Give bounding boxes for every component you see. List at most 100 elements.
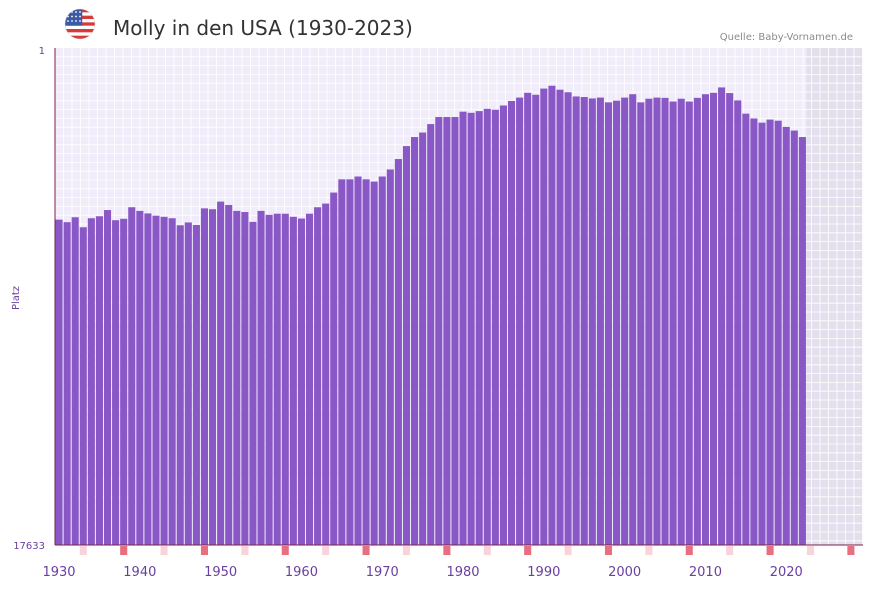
bar-1942	[152, 215, 160, 545]
half-decade-marker-2003	[645, 546, 653, 555]
bar-1969	[370, 181, 378, 546]
bar-1986	[507, 100, 516, 545]
bar-1979	[451, 117, 459, 545]
bar-2016	[750, 118, 758, 545]
bar-1981	[467, 112, 475, 546]
bar-1990	[540, 88, 548, 545]
x-tick-label-1960: 1960	[285, 565, 318, 580]
bar-1975	[419, 132, 427, 545]
bar-1945	[176, 225, 184, 545]
bar-1998	[604, 102, 613, 545]
bar-1984	[491, 109, 499, 546]
bar-2018	[766, 119, 774, 545]
decade-marker-2008	[685, 546, 693, 555]
y-tick-label-bottom: 17633	[13, 541, 45, 552]
bar-1980	[459, 111, 467, 546]
bar-1982	[475, 111, 483, 545]
chart-header: Molly in den USA (1930-2023) Quelle: Bab…	[64, 8, 853, 43]
decade-marker-1938	[120, 546, 128, 555]
bar-1999	[613, 100, 621, 546]
bar-2015	[742, 113, 750, 545]
bar-2011	[709, 92, 718, 545]
x-tick-label-2000: 2000	[608, 565, 641, 580]
bar-1930	[55, 219, 63, 545]
bar-1985	[499, 105, 507, 545]
bar-1943	[160, 216, 168, 545]
x-axis-ticks: 1930 1940 1950 1960 1970 1980 1990 2000 2010 2020	[42, 565, 802, 580]
bar-1972	[394, 159, 402, 545]
x-tick-label-2010: 2010	[689, 565, 722, 580]
bar-1951	[225, 204, 233, 545]
bar-1991	[548, 85, 556, 545]
bar-2008	[685, 101, 693, 546]
bar-1935	[95, 216, 103, 546]
half-decade-marker-1933	[79, 546, 87, 555]
bar-2022	[798, 137, 806, 546]
bar-1949	[209, 209, 217, 545]
bar-1993	[564, 92, 572, 545]
half-decade-marker-1963	[322, 546, 330, 555]
bar-2009	[693, 97, 701, 545]
bar-1941	[144, 213, 152, 546]
bar-1992	[556, 89, 564, 545]
bar-1968	[362, 179, 370, 546]
bar-1987	[516, 97, 524, 546]
bar-1940	[136, 210, 144, 546]
decade-marker-1968	[362, 546, 370, 555]
half-decade-marker-2013	[726, 546, 734, 555]
x-tick-label-2020: 2020	[770, 565, 803, 580]
bar-1957	[273, 213, 281, 546]
y-tick-label-top: 1	[39, 46, 45, 57]
x-tick-label-1950: 1950	[204, 565, 237, 580]
bar-2017	[758, 122, 766, 545]
bar-2006	[669, 101, 677, 546]
half-decade-marker-1983	[483, 546, 491, 555]
bar-2013	[726, 93, 734, 546]
bar-1952	[233, 210, 241, 546]
bar-1966	[346, 179, 354, 546]
bar-1931	[63, 222, 71, 545]
bar-2020	[782, 126, 790, 546]
bar-2003	[645, 98, 653, 545]
decade-marker-1998	[604, 546, 613, 555]
bar-1938	[120, 218, 128, 546]
bar-1978	[443, 117, 451, 545]
bar-1997	[596, 97, 604, 546]
half-decade-marker-1943	[160, 546, 168, 555]
bar-1970	[378, 176, 386, 546]
bar-2012	[718, 87, 726, 546]
bar-1964	[330, 192, 338, 545]
bar-1948	[200, 208, 209, 546]
bar-1973	[402, 146, 411, 546]
bar-2019	[774, 120, 782, 546]
bar-1974	[411, 137, 419, 546]
y-axis-ticks: 1 17633 Platz	[11, 46, 45, 552]
bar-1956	[265, 214, 273, 546]
bar-1939	[128, 207, 136, 546]
bar-1971	[386, 169, 394, 545]
bar-2010	[701, 94, 709, 545]
bar-1932	[71, 217, 79, 546]
bar-2021	[790, 130, 798, 545]
bar-1934	[87, 218, 95, 545]
x-tick-label-1930: 1930	[42, 565, 75, 580]
bar-1967	[354, 176, 362, 546]
bar-series	[55, 85, 806, 546]
x-tick-label-1940: 1940	[123, 565, 156, 580]
bar-1995	[580, 97, 588, 545]
chart-title: Molly in den USA (1930-2023)	[113, 16, 413, 40]
usa-flag-icon	[64, 8, 96, 40]
bar-1963	[322, 203, 330, 545]
bar-1947	[192, 224, 200, 546]
bar-1954	[249, 221, 257, 545]
bar-1960	[297, 218, 305, 546]
bar-1953	[241, 212, 249, 545]
decade-marker-1988	[524, 546, 532, 555]
bar-1933	[79, 227, 87, 545]
bar-1955	[257, 210, 265, 546]
bar-1946	[184, 222, 192, 546]
bar-1950	[217, 201, 225, 545]
bar-1944	[168, 218, 176, 545]
bar-1936	[103, 210, 112, 545]
